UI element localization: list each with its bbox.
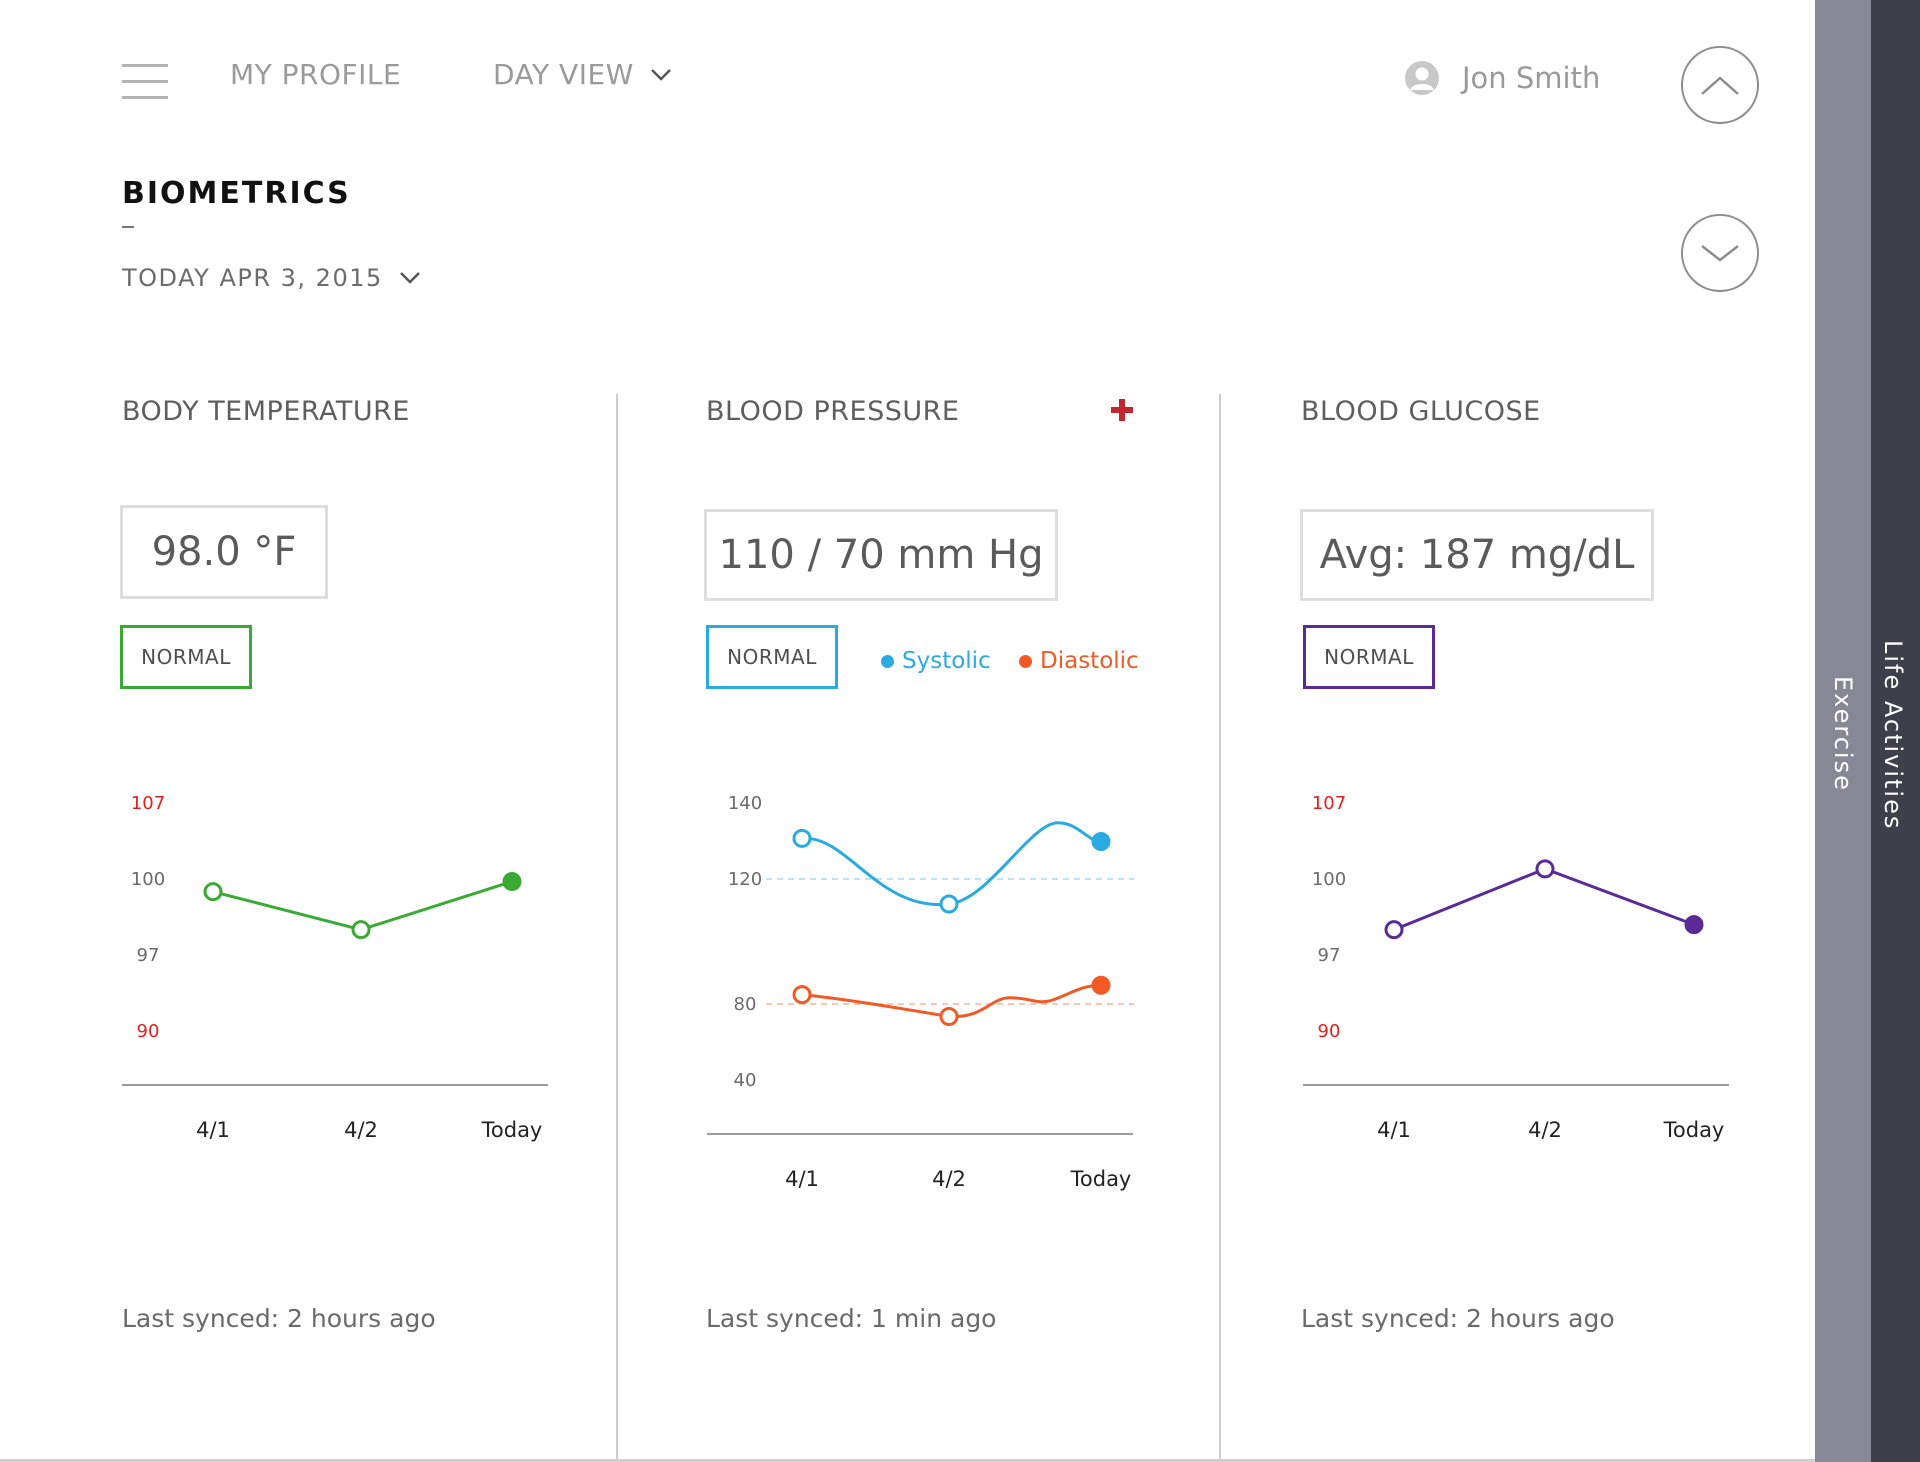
user-avatar-icon <box>1405 61 1439 95</box>
y-tick-label: 100 <box>1312 869 1346 890</box>
my-profile-link[interactable]: MY PROFILE <box>230 58 402 91</box>
plus-icon[interactable] <box>1110 398 1134 422</box>
temperature-point <box>203 882 223 902</box>
x-tick-label: 4/1 <box>785 1167 819 1191</box>
menu-icon[interactable] <box>122 64 168 100</box>
y-tick-label: 97 <box>1318 945 1341 966</box>
diastolic-point <box>1091 975 1111 995</box>
x-tick-label: Today <box>481 1118 543 1142</box>
legend-dot <box>1019 654 1032 668</box>
glucose-point <box>1384 920 1404 940</box>
x-tick-label: Today <box>1663 1118 1725 1142</box>
y-tick-label: 120 <box>728 869 762 890</box>
legend-diastolic: Diastolic <box>1019 648 1139 674</box>
chevron-up-icon <box>1701 76 1739 95</box>
y-tick-label: 100 <box>131 869 165 890</box>
charts-layer: 107 100 97 90 4/1 4/2 Today 140 120 80 40 4/1 4/2 Tod… <box>122 793 1729 1191</box>
glucose-status-badge: NORMAL <box>1303 625 1435 689</box>
glucose-synced: Last synced: 2 hours ago <box>1301 1304 1615 1333</box>
systolic-line <box>801 821 1102 907</box>
tab-life-activities-label: Life Activities <box>1879 640 1907 831</box>
systolic-point <box>939 894 959 914</box>
glucose-point <box>1684 915 1704 935</box>
temperature-status-badge: NORMAL <box>120 625 252 689</box>
x-tick-label: Today <box>1070 1167 1132 1191</box>
y-tick-label: 107 <box>1312 793 1346 814</box>
y-tick-label: 107 <box>131 793 165 814</box>
chevron-down-icon <box>1701 245 1739 262</box>
chevron-down-icon <box>399 272 420 284</box>
x-tick-label: 4/1 <box>1377 1118 1411 1142</box>
chevron-down-icon <box>650 68 671 81</box>
y-tick-label: 90 <box>1318 1021 1341 1042</box>
temperature-synced: Last synced: 2 hours ago <box>122 1304 436 1333</box>
x-tick-label: 4/2 <box>344 1118 378 1142</box>
tab-life-activities[interactable]: Life Activities <box>1871 0 1920 1462</box>
diastolic-point <box>939 1007 959 1026</box>
bottom-border <box>0 1459 1815 1462</box>
scroll-down-button[interactable] <box>1681 214 1759 292</box>
day-view-dropdown[interactable]: DAY VIEW <box>493 58 672 91</box>
legend-dot <box>881 654 894 668</box>
legend-systolic-label: Systolic <box>902 648 991 674</box>
scroll-up-button[interactable] <box>1681 46 1759 124</box>
temperature-title: BODY TEMPERATURE <box>122 396 410 427</box>
temperature-value: 98.0 °F <box>120 505 328 599</box>
blood-pressure-title: BLOOD PRESSURE <box>706 396 960 427</box>
x-tick-label: 4/2 <box>932 1167 966 1191</box>
user-name: Jon Smith <box>1462 61 1601 95</box>
x-tick-label: 4/1 <box>196 1118 230 1142</box>
tab-exercise[interactable]: Exercise <box>1815 0 1871 1462</box>
page-title: BIOMETRICS <box>122 176 351 211</box>
systolic-point <box>792 828 812 848</box>
day-view-label: DAY VIEW <box>493 58 634 91</box>
glucose-title: BLOOD GLUCOSE <box>1301 396 1541 427</box>
user-menu[interactable]: Jon Smith <box>1404 56 1600 100</box>
temperature-point <box>502 872 522 892</box>
legend-systolic: Systolic <box>881 648 991 674</box>
tab-exercise-label: Exercise <box>1829 676 1857 792</box>
blood-pressure-value: 110 / 70 mm Hg <box>704 509 1058 601</box>
blood-pressure-status-badge: NORMAL <box>706 625 838 689</box>
column-divider <box>616 394 618 1462</box>
temperature-point <box>351 920 371 940</box>
column-divider <box>1219 394 1221 1462</box>
diastolic-point <box>792 985 812 1005</box>
y-tick-label: 40 <box>734 1070 757 1091</box>
systolic-point <box>1091 832 1111 851</box>
y-tick-label: 97 <box>137 945 160 966</box>
glucose-point <box>1535 859 1555 879</box>
y-tick-label: 90 <box>137 1021 160 1042</box>
blood-pressure-synced: Last synced: 1 min ago <box>706 1304 997 1333</box>
diastolic-line <box>801 983 1102 1019</box>
glucose-value: Avg: 187 mg/dL <box>1300 509 1654 601</box>
date-label: TODAY APR 3, 2015 <box>122 264 383 292</box>
date-selector[interactable]: TODAY APR 3, 2015 <box>122 264 421 292</box>
y-tick-label: 140 <box>728 793 762 814</box>
x-tick-label: 4/2 <box>1528 1118 1562 1142</box>
y-tick-label: 80 <box>734 994 757 1015</box>
title-divider <box>122 226 134 228</box>
legend-diastolic-label: Diastolic <box>1040 648 1139 674</box>
